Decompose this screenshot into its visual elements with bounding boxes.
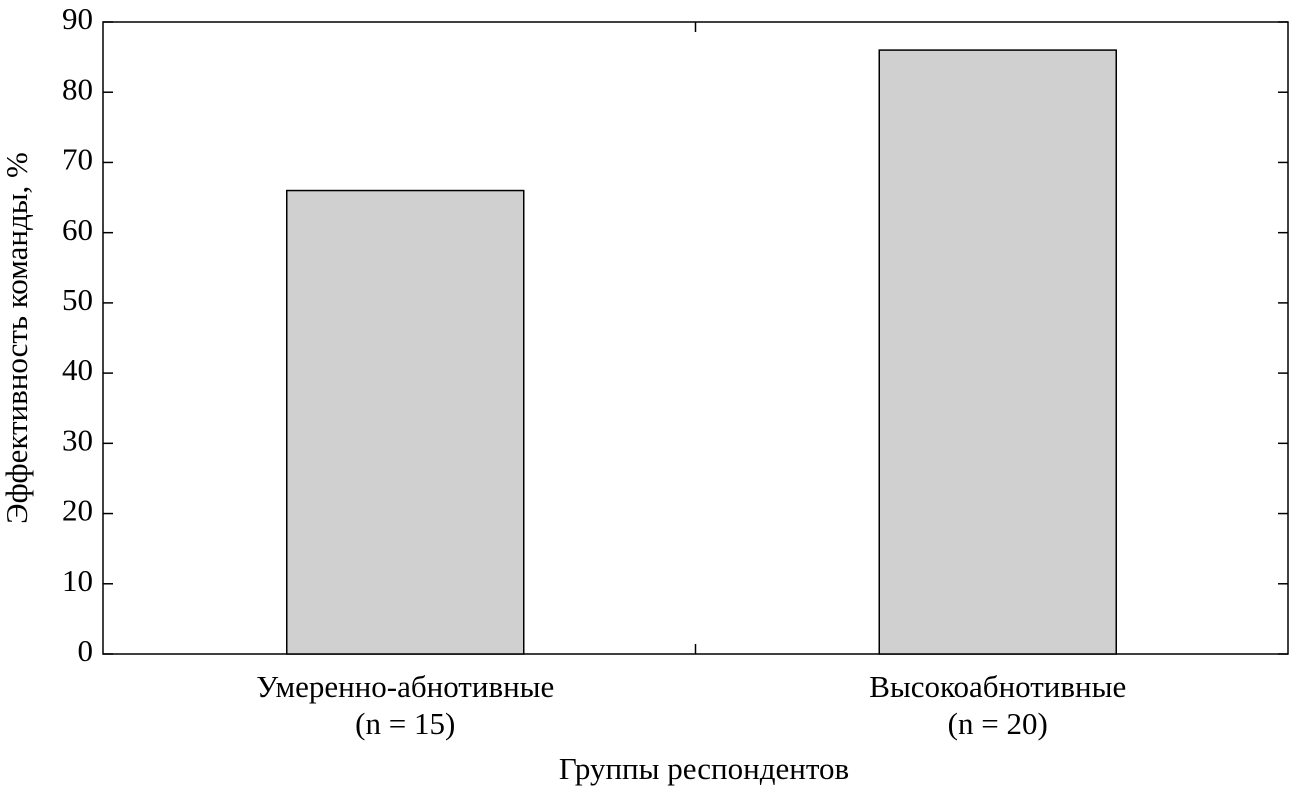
x-tick-sublabel: (n = 15): [355, 706, 455, 741]
y-tick-label: 0: [78, 633, 94, 668]
bar: [286, 189, 525, 655]
y-tick-label: 40: [62, 352, 93, 387]
y-tick-label: 50: [62, 282, 93, 317]
y-tick-label: 80: [62, 71, 93, 106]
y-tick-label: 10: [62, 563, 93, 598]
bar: [878, 49, 1117, 655]
y-axis-label: Эффективность команды, %: [0, 152, 34, 524]
y-tick-label: 30: [62, 422, 93, 457]
x-tick-label: Высокоабнотивные: [869, 669, 1126, 704]
x-tick-label: Умеренно-абнотивные: [256, 669, 554, 704]
y-tick-label: 90: [62, 1, 93, 36]
x-axis-label: Группы респондентов: [559, 751, 849, 786]
y-tick-label: 60: [62, 212, 93, 247]
x-tick-sublabel: (n = 20): [948, 706, 1048, 741]
y-tick-label: 20: [62, 493, 93, 528]
y-tick-label: 70: [62, 142, 93, 177]
